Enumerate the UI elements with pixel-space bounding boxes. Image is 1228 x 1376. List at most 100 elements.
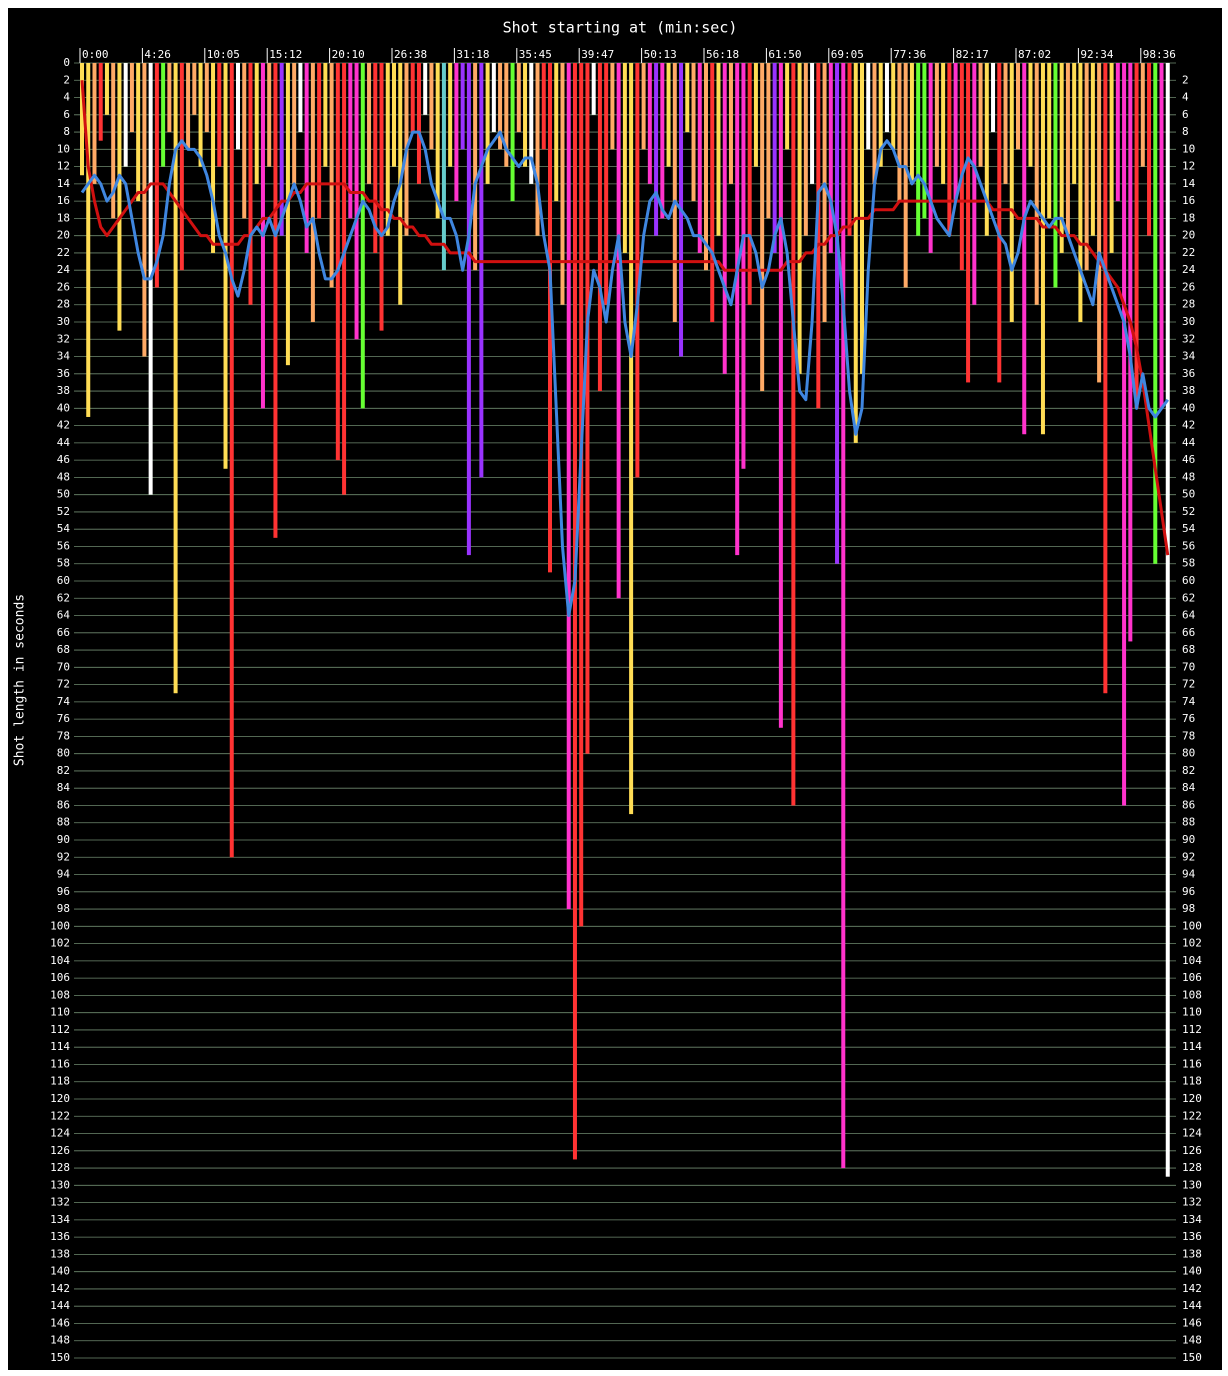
bar <box>98 63 103 141</box>
y-tick-label-right: 76 <box>1182 712 1195 725</box>
y-tick-label: 146 <box>50 1316 70 1329</box>
y-tick-label-right: 12 <box>1182 160 1195 173</box>
y-tick-label: 104 <box>50 954 70 967</box>
bar <box>354 63 359 340</box>
y-tick-label-right: 60 <box>1182 574 1195 587</box>
bar <box>560 63 565 305</box>
bar <box>591 63 596 115</box>
bar <box>891 63 896 150</box>
y-tick-label: 138 <box>50 1247 70 1260</box>
y-tick-label: 114 <box>50 1040 70 1053</box>
y-tick-label: 32 <box>57 332 70 345</box>
y-tick-label-right: 10 <box>1182 142 1195 155</box>
bar <box>803 63 808 236</box>
y-tick-label-right: 80 <box>1182 747 1195 760</box>
x-tick-label: 98:36 <box>1143 48 1176 61</box>
y-tick-label: 92 <box>57 850 70 863</box>
y-tick-label-right: 120 <box>1182 1092 1202 1105</box>
bar <box>822 63 827 322</box>
y-tick-label: 148 <box>50 1334 70 1347</box>
bar <box>616 63 621 599</box>
bar <box>292 63 297 184</box>
y-tick-label-right: 14 <box>1182 177 1196 190</box>
bar <box>697 63 702 253</box>
y-tick-label: 98 <box>57 902 70 915</box>
bar <box>1153 63 1158 564</box>
bar <box>541 63 546 150</box>
y-tick-label: 42 <box>57 419 70 432</box>
y-tick-label-right: 68 <box>1182 643 1195 656</box>
bar <box>622 63 627 253</box>
bar <box>853 63 858 443</box>
y-tick-label-right: 56 <box>1182 539 1195 552</box>
bar <box>441 63 446 271</box>
y-tick-label: 84 <box>57 781 71 794</box>
bar <box>111 63 116 219</box>
y-tick-label: 54 <box>57 522 71 535</box>
y-tick-label: 118 <box>50 1075 70 1088</box>
chart-title: Shot starting at (min:sec) <box>503 19 738 37</box>
y-tick-label-right: 122 <box>1182 1109 1202 1122</box>
x-tick-label: 26:38 <box>394 48 427 61</box>
bar <box>760 63 765 392</box>
y-tick-label-right: 132 <box>1182 1196 1202 1209</box>
bar <box>828 63 833 253</box>
y-tick-label-right: 20 <box>1182 229 1195 242</box>
y-tick-label: 80 <box>57 747 70 760</box>
y-tick-label-right: 108 <box>1182 988 1202 1001</box>
y-tick-label: 86 <box>57 798 70 811</box>
bar <box>959 63 964 271</box>
y-tick-label-right: 130 <box>1182 1178 1202 1191</box>
bar <box>953 63 958 202</box>
y-tick-label: 74 <box>57 695 71 708</box>
y-tick-label: 130 <box>50 1178 70 1191</box>
x-tick-label: 69:05 <box>831 48 864 61</box>
bar <box>928 63 933 253</box>
x-tick-label: 82:17 <box>956 48 989 61</box>
y-tick-label: 122 <box>50 1109 70 1122</box>
bar <box>485 63 490 184</box>
bar <box>728 63 733 184</box>
y-tick-label: 120 <box>50 1092 70 1105</box>
y-tick-label-right: 32 <box>1182 332 1195 345</box>
bar <box>704 63 708 271</box>
bar <box>392 63 396 167</box>
y-tick-label-right: 150 <box>1182 1351 1202 1364</box>
y-tick-label: 126 <box>50 1144 70 1157</box>
x-tick-label: 77:36 <box>893 48 926 61</box>
y-tick-label-right: 42 <box>1182 419 1195 432</box>
bar <box>735 63 740 556</box>
bar <box>1122 63 1127 806</box>
y-tick-label: 6 <box>63 108 70 121</box>
trend-line <box>80 130 1169 618</box>
bar <box>947 63 952 236</box>
bar <box>179 63 184 271</box>
bar <box>211 63 216 253</box>
bar <box>841 63 846 1169</box>
bar <box>173 63 178 694</box>
bar <box>323 63 328 167</box>
y-tick-label-right: 90 <box>1182 833 1195 846</box>
y-tick-label-right: 62 <box>1182 591 1195 604</box>
y-tick-label-right: 36 <box>1182 367 1195 380</box>
bar <box>1059 63 1064 253</box>
y-tick-label-right: 118 <box>1182 1075 1202 1088</box>
y-tick-label-right: 64 <box>1182 609 1196 622</box>
bar <box>716 63 721 236</box>
bar <box>691 63 696 202</box>
x-tick-label: 15:12 <box>269 48 302 61</box>
bar <box>1072 63 1077 184</box>
bar <box>810 63 815 184</box>
y-tick-label-right: 78 <box>1182 729 1195 742</box>
bar <box>1028 63 1033 167</box>
bar <box>435 63 440 219</box>
bar <box>236 63 240 150</box>
bar <box>429 63 434 150</box>
bar <box>360 63 365 409</box>
bar <box>473 63 478 271</box>
y-tick-label-right: 126 <box>1182 1144 1202 1157</box>
bar <box>267 63 272 167</box>
y-tick-label-right: 52 <box>1182 505 1195 518</box>
bar <box>279 63 284 236</box>
y-tick-label: 150 <box>50 1351 70 1364</box>
